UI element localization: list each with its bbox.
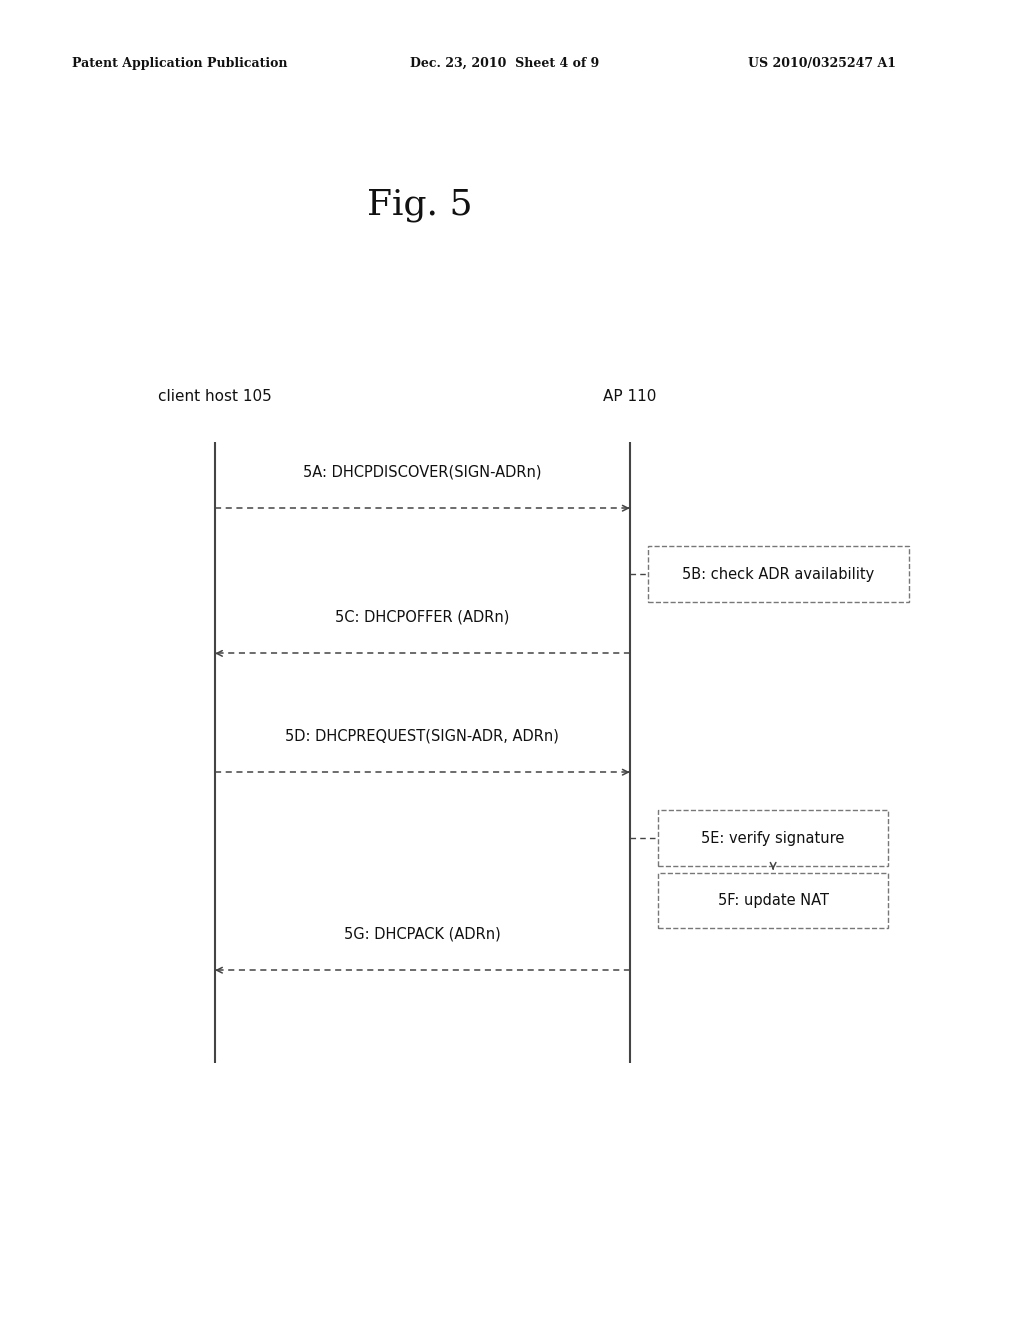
Text: Fig. 5: Fig. 5 (367, 187, 473, 222)
Text: 5F: update NAT: 5F: update NAT (718, 892, 828, 908)
FancyBboxPatch shape (657, 873, 888, 928)
Text: 5B: check ADR availability: 5B: check ADR availability (682, 566, 874, 582)
FancyBboxPatch shape (648, 546, 909, 602)
Text: US 2010/0325247 A1: US 2010/0325247 A1 (748, 57, 896, 70)
Text: 5G: DHCPACK (ADRn): 5G: DHCPACK (ADRn) (344, 927, 501, 941)
Text: 5E: verify signature: 5E: verify signature (701, 830, 845, 846)
Text: 5C: DHCPOFFER (ADRn): 5C: DHCPOFFER (ADRn) (335, 610, 510, 624)
Text: 5D: DHCPREQUEST(SIGN-ADR, ADRn): 5D: DHCPREQUEST(SIGN-ADR, ADRn) (286, 729, 559, 743)
Text: Patent Application Publication: Patent Application Publication (72, 57, 287, 70)
FancyBboxPatch shape (657, 810, 888, 866)
Text: AP 110: AP 110 (603, 388, 656, 404)
Text: 5A: DHCPDISCOVER(SIGN-ADRn): 5A: DHCPDISCOVER(SIGN-ADRn) (303, 465, 542, 479)
Text: client host 105: client host 105 (158, 388, 272, 404)
Text: Dec. 23, 2010  Sheet 4 of 9: Dec. 23, 2010 Sheet 4 of 9 (410, 57, 599, 70)
